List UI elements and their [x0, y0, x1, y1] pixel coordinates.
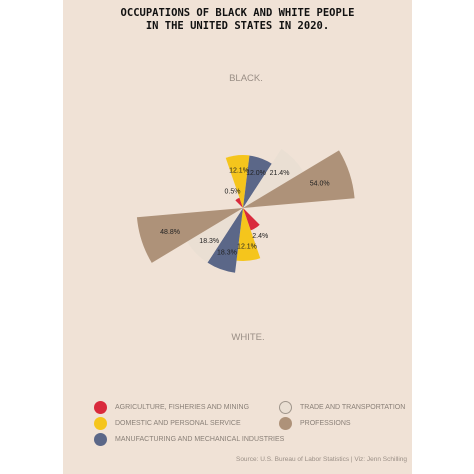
- pie-slice-white-professions: [136, 208, 243, 263]
- chart-title-line-1: OCCUPATIONS OF BLACK AND WHITE PEOPLE: [120, 7, 355, 19]
- data-label-white-agriculture-fisheries-and-mining: 2.4%: [252, 233, 268, 240]
- data-label-black-manufacturing-and-mechanical-industries: 12.0%: [246, 170, 266, 177]
- pie-slice-white-manufacturing-and-mechanical-industries: [207, 208, 243, 273]
- pie-slice-black-manufacturing-and-mechanical-industries: [243, 155, 272, 208]
- data-label-black-agriculture-fisheries-and-mining: 0.5%: [225, 189, 241, 196]
- pie-slice-black-agriculture-fisheries-and-mining: [235, 197, 243, 208]
- data-label-white-manufacturing-and-mechanical-industries: 18.3%: [217, 250, 237, 257]
- pie-slice-black-domestic-and-personal-service: [225, 154, 250, 208]
- pie-slice-white-domestic-and-personal-service: [236, 208, 261, 262]
- pie-title-white: WHITE.: [231, 332, 264, 343]
- chart-title-line-2: IN THE UNITED STATES IN 2020.: [145, 20, 330, 32]
- pie-slice-white-trade-and-transportation: [187, 208, 243, 263]
- pie-slice-white-agriculture-fisheries-and-mining: [243, 208, 260, 231]
- pie-title-black: BLACK.: [229, 73, 263, 84]
- data-label-black-domestic-and-personal-service: 12.1%: [229, 168, 249, 175]
- data-label-black-professions: 54.0%: [310, 181, 330, 188]
- data-label-white-professions: 48.8%: [160, 229, 180, 236]
- data-label-black-trade-and-transportation: 21.4%: [270, 170, 290, 177]
- source-credit: Source: U.S. Bureau of Labor Statistics …: [235, 456, 407, 463]
- chart-title: OCCUPATIONS OF BLACK AND WHITE PEOPLE IN…: [63, 7, 412, 33]
- pie-slice-black-trade-and-transportation: [243, 148, 304, 208]
- pie-slice-black-professions: [243, 150, 355, 208]
- data-label-white-domestic-and-personal-service: 12.1%: [237, 243, 257, 250]
- data-label-white-trade-and-transportation: 18.3%: [199, 238, 219, 245]
